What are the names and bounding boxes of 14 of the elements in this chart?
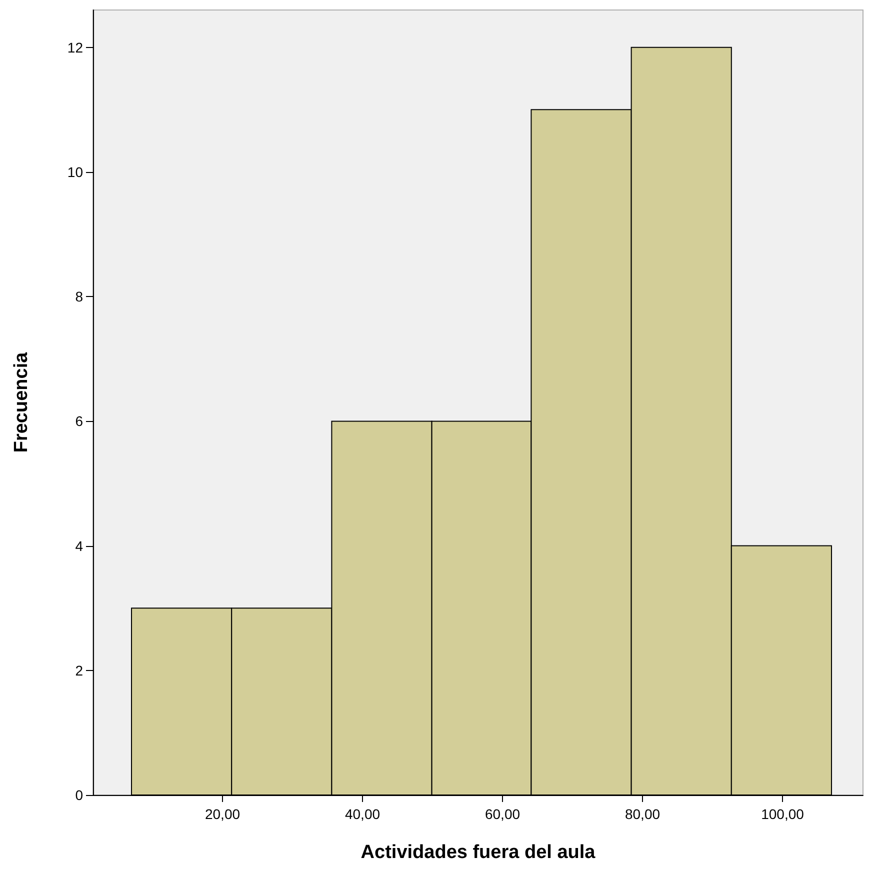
x-tick-label: 100,00 <box>761 806 804 822</box>
y-tick-label: 2 <box>75 662 84 678</box>
y-axis-title: Frecuencia <box>11 352 32 453</box>
x-tick-label: 60,00 <box>484 806 520 822</box>
y-tick-label: 6 <box>75 413 84 430</box>
y-tick-label: 4 <box>75 538 84 554</box>
y-tick-label: 8 <box>75 288 84 305</box>
y-tick-label: 12 <box>67 39 84 56</box>
x-tick-label: 80,00 <box>624 806 660 822</box>
x-axis-title: Actividades fuera del aula <box>360 842 596 863</box>
y-tick-label: 0 <box>75 787 84 803</box>
x-tick-label: 40,00 <box>344 806 380 822</box>
x-tick-label: 20,00 <box>204 806 240 822</box>
y-tick-label: 10 <box>67 164 84 180</box>
